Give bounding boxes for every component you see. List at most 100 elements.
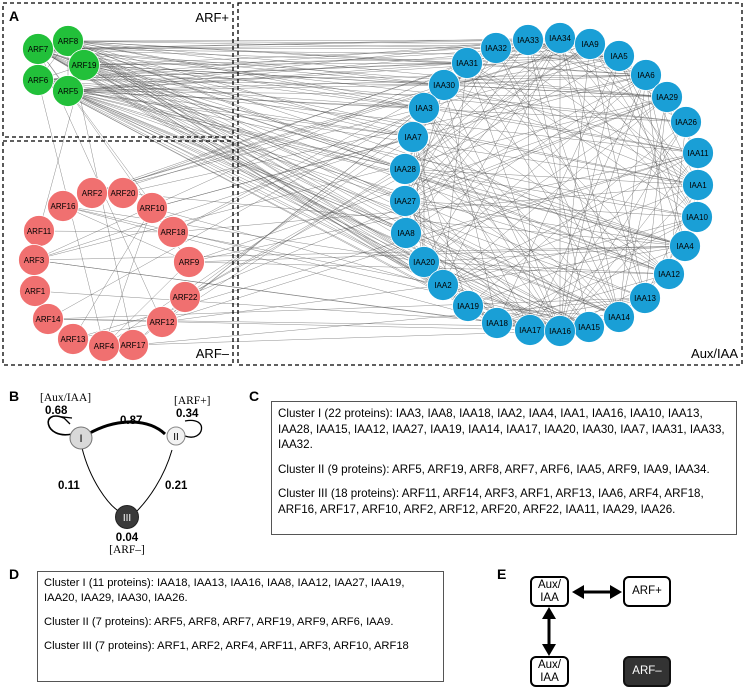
cluster-graph: I II III [Aux/IAA] 0.68 [ARF+] 0.34 0.04… (40, 392, 211, 556)
node-iaa6-circle (630, 59, 662, 91)
node-arf16: ARF16 (47, 190, 79, 222)
node-iaa15-label: IAA15 (578, 323, 600, 332)
node-arf12-circle (146, 306, 178, 338)
edge-IAA30-IAA16 (443, 84, 561, 332)
edge-IAA30-IAA29 (443, 84, 668, 98)
edge-IAA32-IAA27 (404, 47, 497, 202)
edge-ARF7-IAA31 (37, 48, 468, 64)
edge-IAA4-IAA20 (423, 245, 686, 263)
edge-IAA26-IAA16 (559, 121, 687, 332)
node-iaa8-label: IAA8 (397, 229, 415, 238)
node-iaa26: IAA26 (670, 106, 702, 138)
self-loop-II (184, 419, 203, 438)
node-iaa15: IAA15 (573, 311, 605, 343)
edge-ARF8-IAA16 (67, 40, 561, 332)
cluster-node-I (69, 426, 93, 450)
cluster-d-3: Cluster III (7 proteins): ARF1, ARF2, AR… (44, 640, 409, 652)
edge-IAA30-IAA6 (443, 74, 647, 86)
edge-ARF2-IAA30 (91, 84, 445, 194)
node-arf9-circle (173, 246, 205, 278)
node-iaa20-label: IAA20 (413, 258, 435, 267)
node-arf12: ARF12 (146, 306, 178, 338)
node-iaa31-label: IAA31 (456, 59, 478, 68)
node-arf4: ARF4 (88, 330, 120, 362)
edge-IAA6-IAA17 (529, 74, 647, 331)
edge-IAA31-IAA1 (466, 62, 699, 186)
self-loop-I-arrow (61, 416, 73, 425)
node-arf13-label: ARF13 (61, 335, 86, 344)
interaction-edges (33, 37, 699, 347)
edge-IAA33-IAA8 (405, 39, 529, 234)
node-arf5-circle (52, 75, 84, 107)
edge-IAA8-IAA14 (405, 232, 620, 318)
edge-ARF9-ARF4 (103, 261, 190, 347)
edge-IAA28-IAA12 (404, 168, 670, 275)
edge-IAA3-IAA12 (423, 107, 670, 275)
edge-ARF3-IAA31 (33, 62, 468, 261)
module-arrows (542, 585, 622, 656)
node-arf20-circle (107, 177, 139, 209)
node-iaa16-circle (544, 315, 576, 347)
edge-IAA33-IAA10 (527, 39, 698, 218)
node-arf8: ARF8 (52, 25, 84, 57)
node-arf11: ARF11 (23, 215, 55, 247)
edge-I-II-weight: 0.87 (120, 415, 142, 427)
edge-IAA28-IAA14 (404, 168, 620, 318)
node-arf2: ARF2 (76, 177, 108, 209)
node-arf4-circle (88, 330, 120, 362)
panel-letter-c: C (249, 388, 260, 404)
edge-IAA7-IAA16 (412, 136, 561, 332)
edge-IAA9-IAA10 (589, 43, 698, 218)
panel-letter-d: D (9, 566, 20, 582)
edge-ARF8-IAA4 (67, 40, 686, 247)
node-iaa34: IAA34 (544, 22, 576, 54)
self-loop-I (47, 415, 73, 436)
module-aux-iaa-top: Aux/ IAA (530, 576, 569, 607)
edge-IAA7-IAA15 (412, 136, 590, 328)
edge-ARF19-IAA26 (83, 64, 687, 123)
edge-ARF3-IAA4 (33, 245, 686, 261)
arf-minus-label: ARF– (196, 346, 230, 361)
node-iaa19: IAA19 (452, 290, 484, 322)
edge-IAA6-IAA20 (423, 74, 647, 263)
edge-ARF19-IAA28 (83, 64, 406, 170)
node-iaa8: IAA8 (390, 217, 422, 249)
edge-ARF6-IAA8 (37, 79, 407, 234)
edge-ARF10-ARF13 (72, 207, 153, 340)
node-arf1-label: ARF1 (25, 287, 46, 296)
cluster-I-annotation: [Aux/IAA] (40, 392, 91, 404)
node-arf10: ARF10 (136, 192, 168, 224)
node-arf18-circle (157, 216, 189, 248)
node-arf18: ARF18 (157, 216, 189, 248)
edge-ARF5-IAA28 (67, 90, 406, 170)
node-iaa14-circle (603, 301, 635, 333)
node-iaa4-circle (669, 230, 701, 262)
edge-ARF6-IAA15 (37, 79, 590, 328)
node-arf14-circle (32, 303, 64, 335)
edge-IAA5-IAA18 (496, 55, 620, 324)
edge-ARF6-IAA28 (37, 79, 406, 170)
node-iaa13-circle (629, 282, 661, 314)
cluster-d-2: Cluster II (7 proteins): ARF5, ARF8, ARF… (44, 616, 394, 628)
edge-ARF5-IAA4 (67, 90, 686, 247)
node-iaa28: IAA28 (389, 153, 421, 185)
panel-letter-b: B (9, 388, 20, 404)
node-iaa34-label: IAA34 (549, 34, 571, 43)
node-arf6-circle (22, 64, 54, 96)
node-iaa11: IAA11 (682, 137, 714, 169)
edge-ARF5-IAA1 (67, 90, 699, 186)
node-iaa12-circle (653, 258, 685, 290)
node-iaa7-circle (397, 121, 429, 153)
edge-IAA28-IAA4 (404, 168, 686, 247)
node-arf5: ARF5 (52, 75, 84, 107)
node-iaa18: IAA18 (481, 307, 513, 339)
arf-minus-frame (2, 140, 234, 366)
node-arf13: ARF13 (57, 323, 89, 355)
edge-ARF19-IAA15 (83, 64, 590, 328)
edge-ARF5-IAA7 (67, 90, 414, 138)
edge-ARF5-IAA8 (67, 90, 407, 234)
node-arf8-label: ARF8 (58, 37, 79, 46)
node-arf8-circle (52, 25, 84, 57)
node-iaa33-label: IAA33 (517, 36, 539, 45)
